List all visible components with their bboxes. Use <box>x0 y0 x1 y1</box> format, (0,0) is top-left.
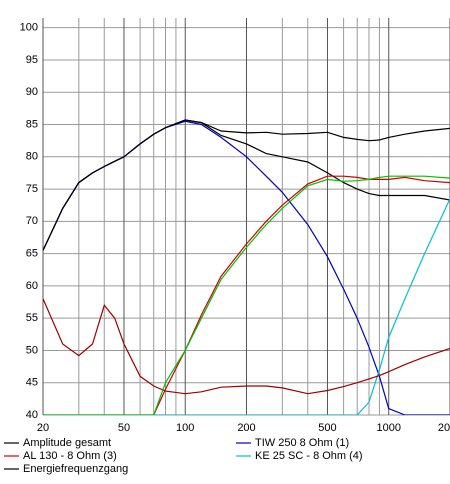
legend-label: Energiefrequenzgang <box>23 463 128 475</box>
y-tick-label: 60 <box>26 280 38 292</box>
legend-label: TIW 250 8 Ohm (1) <box>255 437 349 449</box>
legend-label: Amplitude gesamt <box>23 437 111 449</box>
series-line <box>153 175 450 415</box>
x-tick-label: 100 <box>176 422 194 434</box>
y-tick-label: 100 <box>20 22 38 34</box>
y-tick-label: 40 <box>26 409 38 421</box>
series-line <box>43 198 450 415</box>
x-tick-label: 1000 <box>376 422 400 434</box>
y-tick-label: 85 <box>26 118 38 130</box>
legend-label: KE 25 SC - 8 Ohm (4) <box>255 450 363 462</box>
y-tick-label: 95 <box>26 54 38 66</box>
y-tick-label: 90 <box>26 86 38 98</box>
series-line <box>43 175 450 415</box>
x-tick-label: 500 <box>318 422 336 434</box>
y-tick-label: 65 <box>26 248 38 260</box>
x-tick-label: 200 <box>237 422 255 434</box>
x-tick-label: 20 <box>438 422 450 434</box>
y-tick-label: 70 <box>26 215 38 227</box>
x-tick-label: 20 <box>37 422 49 434</box>
y-tick-label: 80 <box>26 151 38 163</box>
series-line <box>43 119 450 251</box>
y-tick-label: 45 <box>26 377 38 389</box>
series-line <box>43 298 450 395</box>
y-tick-label: 75 <box>26 183 38 195</box>
legend-label: AL 130 - 8 Ohm (3) <box>23 450 117 462</box>
x-tick-label: 50 <box>118 422 130 434</box>
y-tick-label: 55 <box>26 312 38 324</box>
y-tick-label: 50 <box>26 344 38 356</box>
